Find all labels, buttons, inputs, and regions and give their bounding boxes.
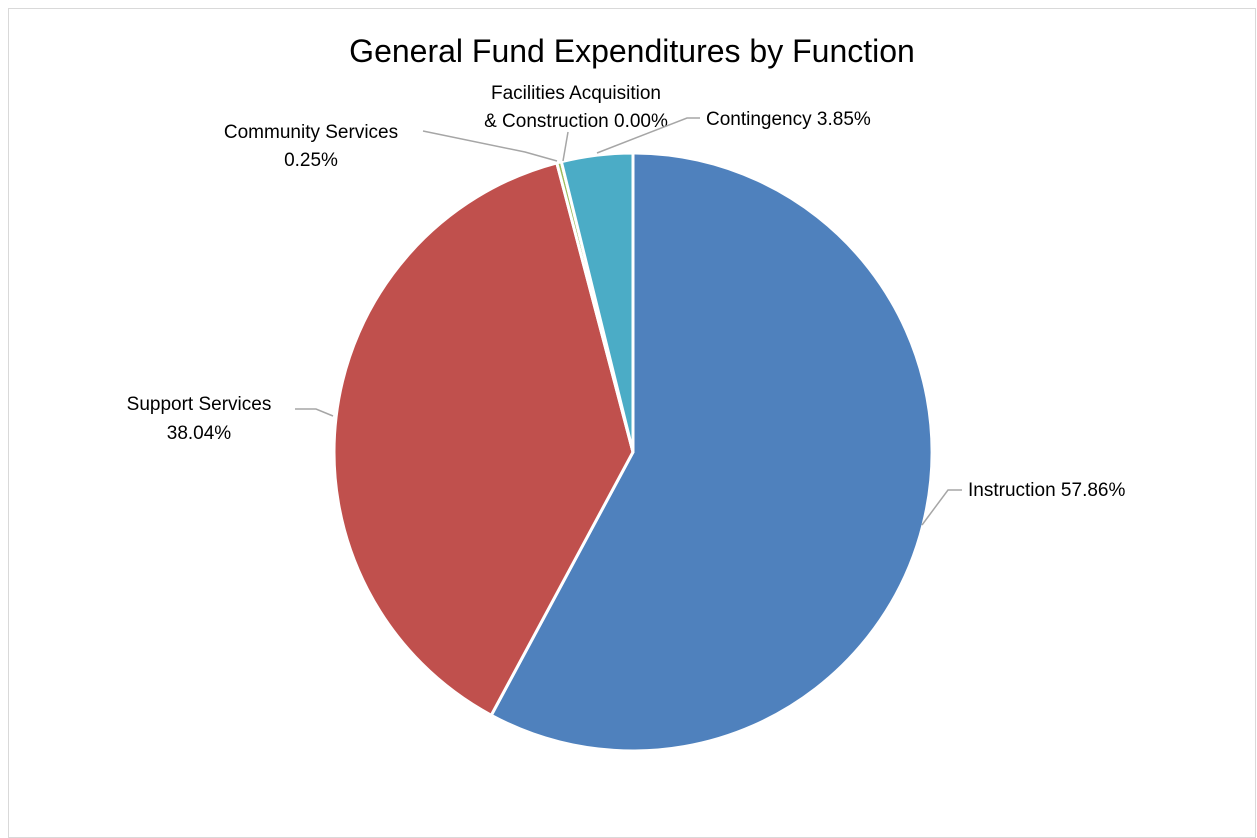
leader-line-facilities-acquisition-construction — [562, 131, 569, 162]
chart-title: General Fund Expenditures by Function — [349, 33, 915, 69]
data-label-community-services: 0.25% — [284, 150, 338, 171]
leader-line-instruction — [921, 489, 962, 526]
data-label-support-services: 38.04% — [167, 423, 232, 444]
data-label-instruction: Instruction 57.86% — [968, 480, 1125, 501]
data-label-contingency: Contingency 3.85% — [706, 109, 871, 130]
leader-line-support-services — [295, 408, 334, 417]
data-label-support-services: Support Services — [127, 394, 272, 415]
leader-line-contingency — [596, 117, 700, 154]
data-label-facilities-acquisition-construction: & Construction 0.00% — [484, 111, 668, 132]
data-label-facilities-acquisition-construction: Facilities Acquisition — [491, 83, 661, 104]
pie-slice-instruction — [489, 151, 934, 753]
leader-line-community-services — [422, 130, 558, 162]
pie-slice-support-services — [332, 161, 635, 717]
pie-slice-contingency — [559, 151, 635, 454]
data-label-community-services: Community Services — [224, 122, 398, 143]
